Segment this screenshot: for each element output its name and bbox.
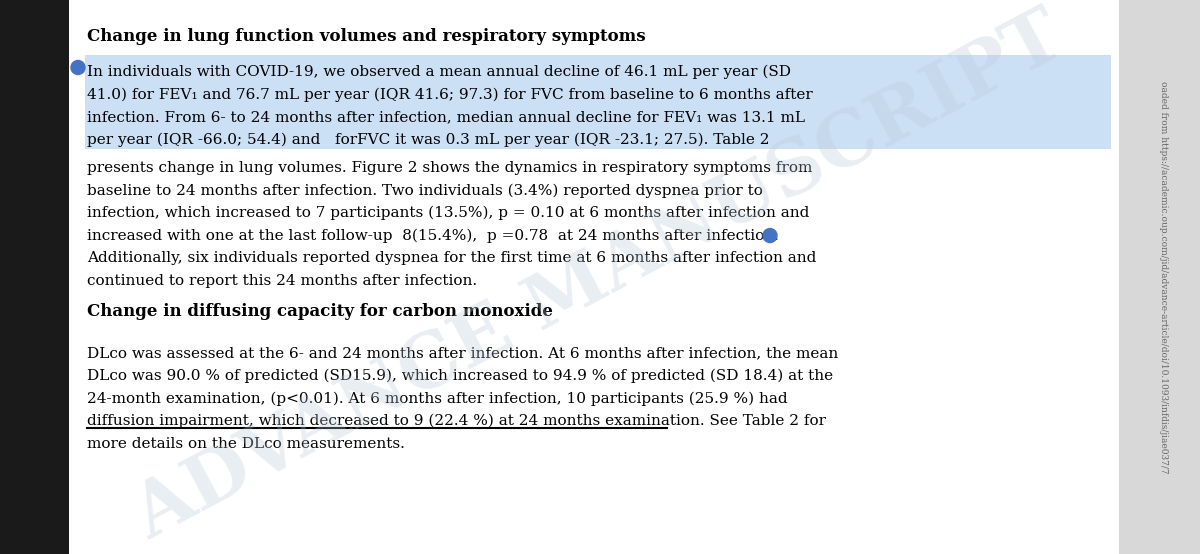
Bar [1120,0,1200,554]
Text: Additionally, six individuals reported dyspnea for the first time at 6 months af: Additionally, six individuals reported d… [88,251,816,265]
Text: ADVANCE MANUSCRIPT: ADVANCE MANUSCRIPT [122,0,1078,554]
Text: infection. From 6- to 24 months after infection, median annual decline for FEV₁ : infection. From 6- to 24 months after in… [88,110,805,124]
Circle shape [763,229,778,243]
Text: per year (IQR -66.0; 54.4) and   forFVC it was 0.3 mL per year (IQR -23.1; 27.5): per year (IQR -66.0; 54.4) and forFVC it… [88,132,769,147]
Text: increased with one at the last follow-up  8(15.4%),  p =0.78  at 24 months after: increased with one at the last follow-up… [88,228,779,243]
Text: infection, which increased to 7 participants (13.5%), p = 0.10 at 6 months after: infection, which increased to 7 particip… [88,206,809,220]
Bar [0,0,70,554]
Bar [85,54,1111,148]
Text: 24-month examination, (p<0.01). At 6 months after infection, 10 participants (25: 24-month examination, (p<0.01). At 6 mon… [88,391,787,406]
Text: DLco was 90.0 % of predicted (SD15.9), which increased to 94.9 % of predicted (S: DLco was 90.0 % of predicted (SD15.9), w… [88,369,833,383]
Text: more details on the DLco measurements.: more details on the DLco measurements. [88,437,404,450]
Text: oaded from https://academic.oup.com/jid/advance-article/doi/10.1093/infdis/jiae0: oaded from https://academic.oup.com/jid/… [1159,81,1168,473]
Text: continued to report this 24 months after infection.: continued to report this 24 months after… [88,274,478,288]
Text: diffusion impairment, which decreased to 9 (22.4 %) at 24 months examination. Se: diffusion impairment, which decreased to… [88,414,826,428]
Text: In individuals with COVID-19, we observed a mean annual decline of 46.1 mL per y: In individuals with COVID-19, we observe… [88,65,791,79]
Text: DLco was assessed at the 6- and 24 months after infection. At 6 months after inf: DLco was assessed at the 6- and 24 month… [88,347,839,361]
Text: Change in lung function volumes and respiratory symptoms: Change in lung function volumes and resp… [88,28,646,45]
Text: 41.0) for FEV₁ and 76.7 mL per year (IQR 41.6; 97.3) for FVC from baseline to 6 : 41.0) for FEV₁ and 76.7 mL per year (IQR… [88,88,812,102]
Text: baseline to 24 months after infection. Two individuals (3.4%) reported dyspnea p: baseline to 24 months after infection. T… [88,183,763,198]
Circle shape [71,60,85,74]
Text: Change in diffusing capacity for carbon monoxide: Change in diffusing capacity for carbon … [88,304,553,321]
Text: presents change in lung volumes. Figure 2 shows the dynamics in respiratory symp: presents change in lung volumes. Figure … [88,161,812,175]
